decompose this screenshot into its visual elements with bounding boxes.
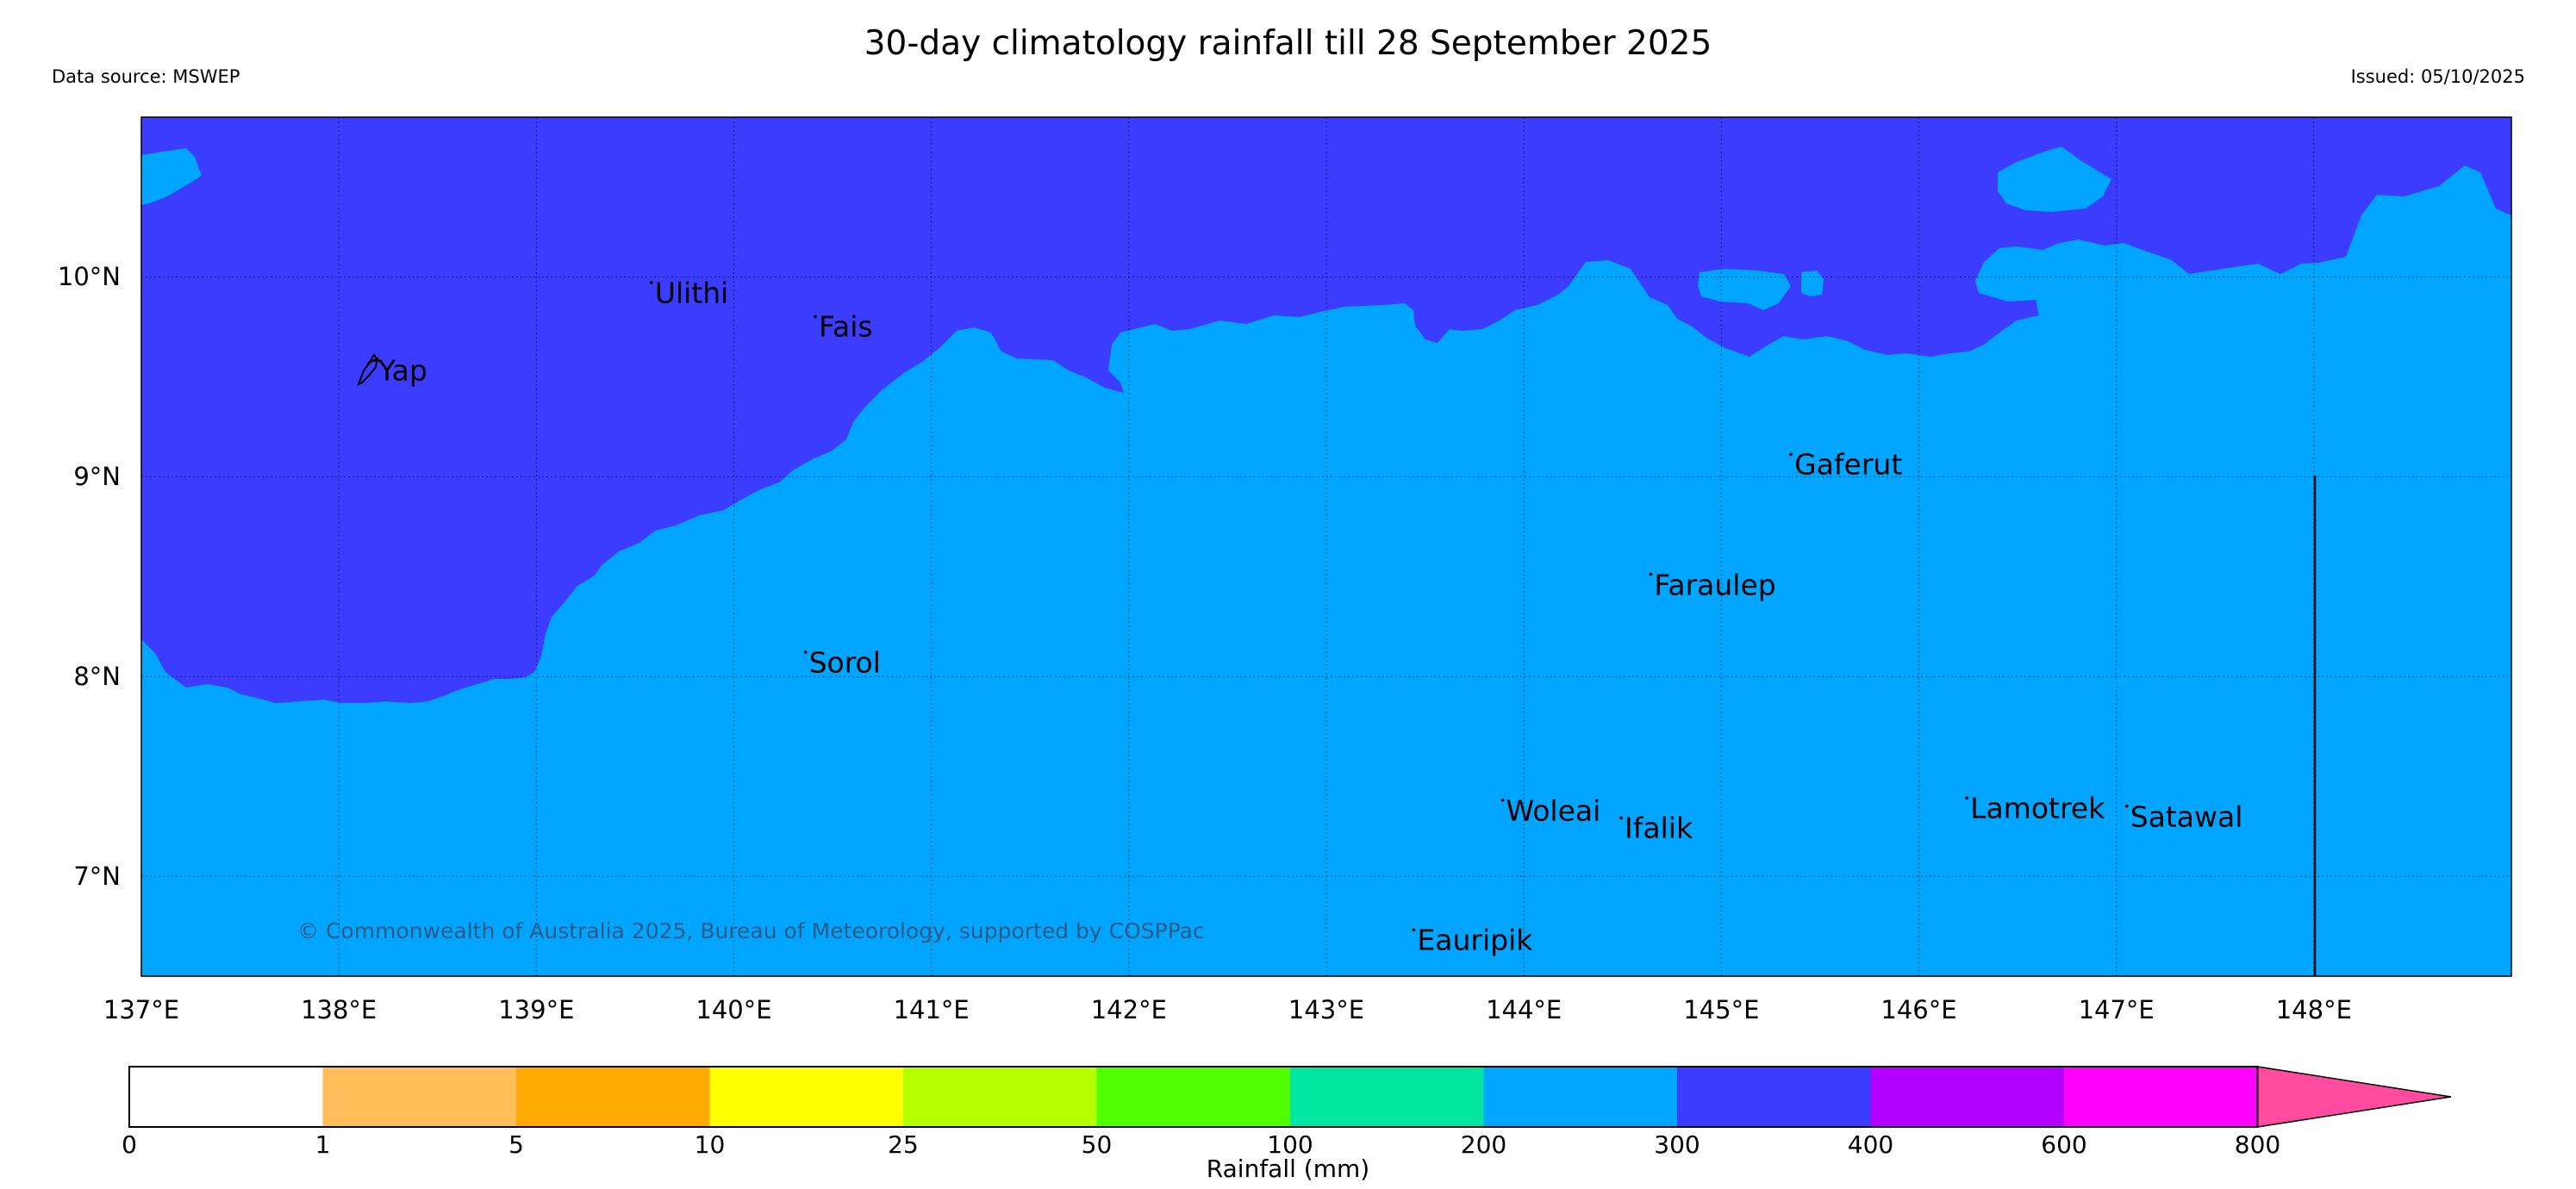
place-label: Ulithi [654, 276, 729, 310]
colorbar-segment [1290, 1067, 1484, 1127]
place-label: Fais [819, 309, 873, 344]
data-source-label: Data source: MSWEP [52, 66, 240, 87]
colorbar-frame [128, 1066, 2259, 1128]
colorbar-tick-label: 400 [1847, 1130, 1894, 1159]
lon-tick-label: 146°E [1881, 995, 1957, 1024]
lon-tick-label: 138°E [301, 995, 377, 1024]
place-marker [1500, 798, 1505, 802]
place-marker [1619, 816, 1623, 820]
colorbar-segment [322, 1067, 516, 1127]
lon-tick-label: 144°E [1486, 995, 1562, 1024]
map-region-patch-nw [141, 148, 202, 205]
colorbar-tick-label: 1 [315, 1130, 331, 1159]
lon-tick-label: 147°E [2078, 995, 2155, 1024]
place-marker [1965, 796, 1968, 800]
place-label: Lamotrek [1970, 791, 2105, 825]
colorbar-tick-label: 200 [1460, 1130, 1507, 1159]
lon-tick-label: 140°E [695, 995, 772, 1024]
lat-tick-label: 8°N [73, 662, 121, 692]
colorbar-tick-label: 300 [1654, 1130, 1700, 1159]
colorbar-tick-label: 0 [122, 1130, 137, 1159]
place-label: Gaferut [1794, 447, 1903, 482]
colorbar-segment [1677, 1067, 1871, 1127]
place-label: Sorol [808, 645, 881, 680]
colorbar-segment [2064, 1067, 2258, 1127]
place-marker [2124, 804, 2129, 808]
colorbar-tick-label: 25 [888, 1130, 919, 1159]
colorbar-tick-label: 5 [508, 1130, 524, 1159]
map-region-patch-ne [1998, 146, 2111, 212]
lat-tick-label: 7°N [73, 862, 121, 892]
map-title: 30-day climatology rainfall till 28 Sept… [864, 24, 1712, 63]
lat-tick-label: 10°N [57, 262, 121, 292]
colorbar-segment [1096, 1067, 1290, 1127]
lon-tick-label: 139°E [498, 995, 575, 1024]
place-marker [1789, 452, 1793, 457]
colorbar-segment [129, 1067, 323, 1127]
place-marker [814, 314, 817, 319]
colorbar-tick-label: 600 [2041, 1130, 2087, 1159]
copyright-notice: © Commonwealth of Australia 2025, Bureau… [297, 918, 1205, 943]
place-marker [373, 358, 377, 363]
issued-date-label: Issued: 05/10/2025 [2350, 66, 2525, 87]
place-label: Satawal [2130, 800, 2243, 833]
colorbar-extension-arrow [2256, 1066, 2452, 1128]
colorbar-segment [1870, 1067, 2064, 1127]
yap-island-outline [357, 353, 380, 387]
place-label: Faraulep [1654, 568, 1776, 602]
map-gridlines [141, 117, 2511, 976]
place-marker [650, 281, 653, 284]
lon-tick-label: 145°E [1683, 995, 1760, 1024]
place-label: Yap [378, 353, 427, 388]
lon-tick-label: 142°E [1090, 995, 1167, 1024]
lon-tick-label: 141°E [893, 995, 970, 1024]
colorbar-segment [709, 1067, 903, 1127]
place-marker [803, 651, 808, 654]
map-frame [140, 116, 2512, 977]
lon-tick-label: 148°E [2275, 995, 2352, 1024]
colorbar-tick-label: 100 [1267, 1130, 1313, 1159]
place-markers [373, 281, 2129, 932]
colorbar-tick-label: 800 [2234, 1130, 2281, 1159]
colorbar-title: Rainfall (mm) [1206, 1155, 1370, 1183]
place-marker [1412, 928, 1416, 932]
lon-tick-label: 143°E [1288, 995, 1365, 1024]
colorbar-tick-label: 50 [1081, 1130, 1113, 1159]
place-label: Eauripik [1417, 923, 1533, 957]
colorbar-tick-label: 10 [694, 1130, 726, 1159]
colorbar-segment [1483, 1067, 1677, 1127]
lon-tick-label: 137°E [103, 995, 180, 1024]
colorbar-segment [903, 1067, 1097, 1127]
place-marker [1649, 572, 1653, 576]
lat-tick-label: 9°N [73, 462, 121, 492]
place-label: Ifalik [1625, 811, 1693, 845]
colorbar-segment [516, 1067, 710, 1127]
place-label: Woleai [1506, 794, 1601, 828]
